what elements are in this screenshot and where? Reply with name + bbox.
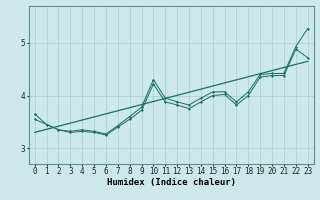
X-axis label: Humidex (Indice chaleur): Humidex (Indice chaleur) (107, 178, 236, 187)
